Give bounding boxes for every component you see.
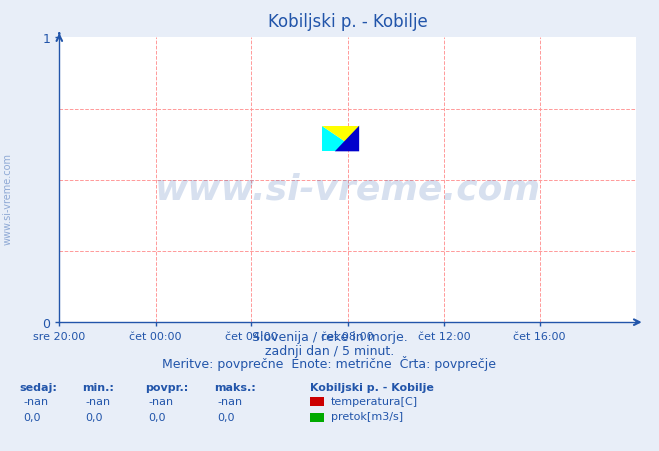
Text: povpr.:: povpr.: bbox=[145, 382, 188, 392]
Text: Meritve: povprečne  Enote: metrične  Črta: povprečje: Meritve: povprečne Enote: metrične Črta:… bbox=[163, 355, 496, 371]
Text: maks.:: maks.: bbox=[214, 382, 256, 392]
Title: Kobiljski p. - Kobilje: Kobiljski p. - Kobilje bbox=[268, 13, 428, 31]
Text: temperatura[C]: temperatura[C] bbox=[331, 396, 418, 405]
Text: Kobiljski p. - Kobilje: Kobiljski p. - Kobilje bbox=[310, 382, 434, 392]
Text: pretok[m3/s]: pretok[m3/s] bbox=[331, 411, 403, 421]
Text: 0,0: 0,0 bbox=[217, 412, 235, 422]
Text: zadnji dan / 5 minut.: zadnji dan / 5 minut. bbox=[265, 344, 394, 357]
Text: 0,0: 0,0 bbox=[23, 412, 41, 422]
Text: -nan: -nan bbox=[86, 396, 111, 406]
Text: Slovenija / reke in morje.: Slovenija / reke in morje. bbox=[252, 331, 407, 344]
Text: -nan: -nan bbox=[217, 396, 243, 406]
Text: www.si-vreme.com: www.si-vreme.com bbox=[3, 152, 13, 244]
Text: 0,0: 0,0 bbox=[148, 412, 166, 422]
Text: 0,0: 0,0 bbox=[86, 412, 103, 422]
Text: -nan: -nan bbox=[148, 396, 173, 406]
Text: min.:: min.: bbox=[82, 382, 114, 392]
Text: www.si-vreme.com: www.si-vreme.com bbox=[155, 172, 540, 206]
Polygon shape bbox=[322, 126, 359, 152]
Polygon shape bbox=[322, 126, 359, 152]
Text: sedaj:: sedaj: bbox=[20, 382, 57, 392]
Polygon shape bbox=[335, 126, 359, 152]
Text: -nan: -nan bbox=[23, 396, 48, 406]
